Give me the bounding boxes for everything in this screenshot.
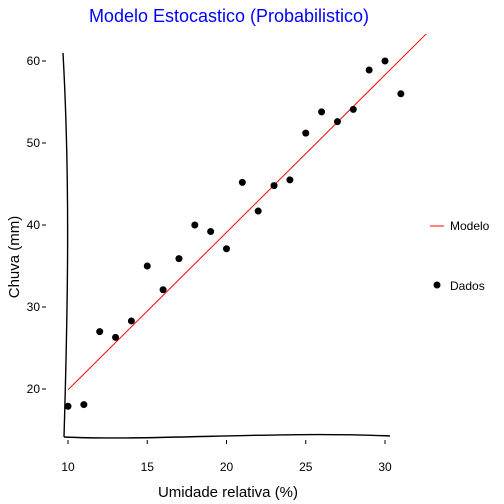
model-series bbox=[67, 33, 427, 391]
data-point bbox=[112, 333, 120, 341]
legend: Modelo Dados bbox=[430, 219, 490, 293]
data-point bbox=[238, 178, 246, 186]
x-tick-label: 15 bbox=[141, 460, 155, 474]
data-point bbox=[254, 207, 262, 215]
y-axis-ticks: 20 30 40 50 60 bbox=[27, 54, 46, 396]
x-tick-label: 10 bbox=[61, 460, 75, 474]
x-axis-line bbox=[63, 433, 391, 439]
data-point bbox=[223, 245, 230, 253]
y-tick-label: 30 bbox=[27, 300, 41, 314]
y-axis-line bbox=[62, 52, 69, 438]
data-point bbox=[397, 90, 405, 98]
data-point bbox=[365, 66, 373, 74]
data-point bbox=[349, 105, 357, 113]
data-point bbox=[143, 262, 151, 270]
data-point bbox=[175, 255, 183, 263]
data-point bbox=[381, 57, 389, 65]
legend-label-dados: Dados bbox=[450, 279, 485, 293]
data-point bbox=[207, 228, 215, 236]
x-axis-label: Umidade relativa (%) bbox=[158, 484, 298, 501]
y-tick-label: 20 bbox=[27, 382, 41, 396]
y-tick-label: 40 bbox=[27, 218, 41, 232]
data-point bbox=[286, 176, 294, 184]
model-line bbox=[67, 33, 427, 391]
data-point bbox=[64, 402, 72, 410]
chart-title: Modelo Estocastico (Probabilistico) bbox=[89, 6, 369, 26]
data-point bbox=[318, 108, 326, 116]
data-point bbox=[191, 221, 199, 229]
data-point bbox=[96, 328, 104, 336]
data-point bbox=[80, 401, 88, 409]
y-tick-label: 50 bbox=[27, 136, 41, 150]
data-point bbox=[127, 317, 135, 325]
x-axis-ticks: 10 15 20 25 30 bbox=[61, 440, 392, 474]
y-axis-label: Chuva (mm) bbox=[6, 216, 23, 299]
data-point bbox=[270, 182, 278, 190]
data-point bbox=[159, 286, 167, 294]
legend-point-swatch bbox=[433, 281, 441, 289]
y-tick-label: 60 bbox=[27, 54, 41, 68]
x-tick-label: 20 bbox=[220, 460, 234, 474]
data-series bbox=[64, 57, 405, 410]
x-tick-label: 30 bbox=[378, 460, 392, 474]
x-tick-label: 25 bbox=[299, 460, 313, 474]
legend-label-modelo: Modelo bbox=[450, 219, 490, 233]
data-point bbox=[302, 129, 310, 137]
data-point bbox=[333, 118, 341, 126]
